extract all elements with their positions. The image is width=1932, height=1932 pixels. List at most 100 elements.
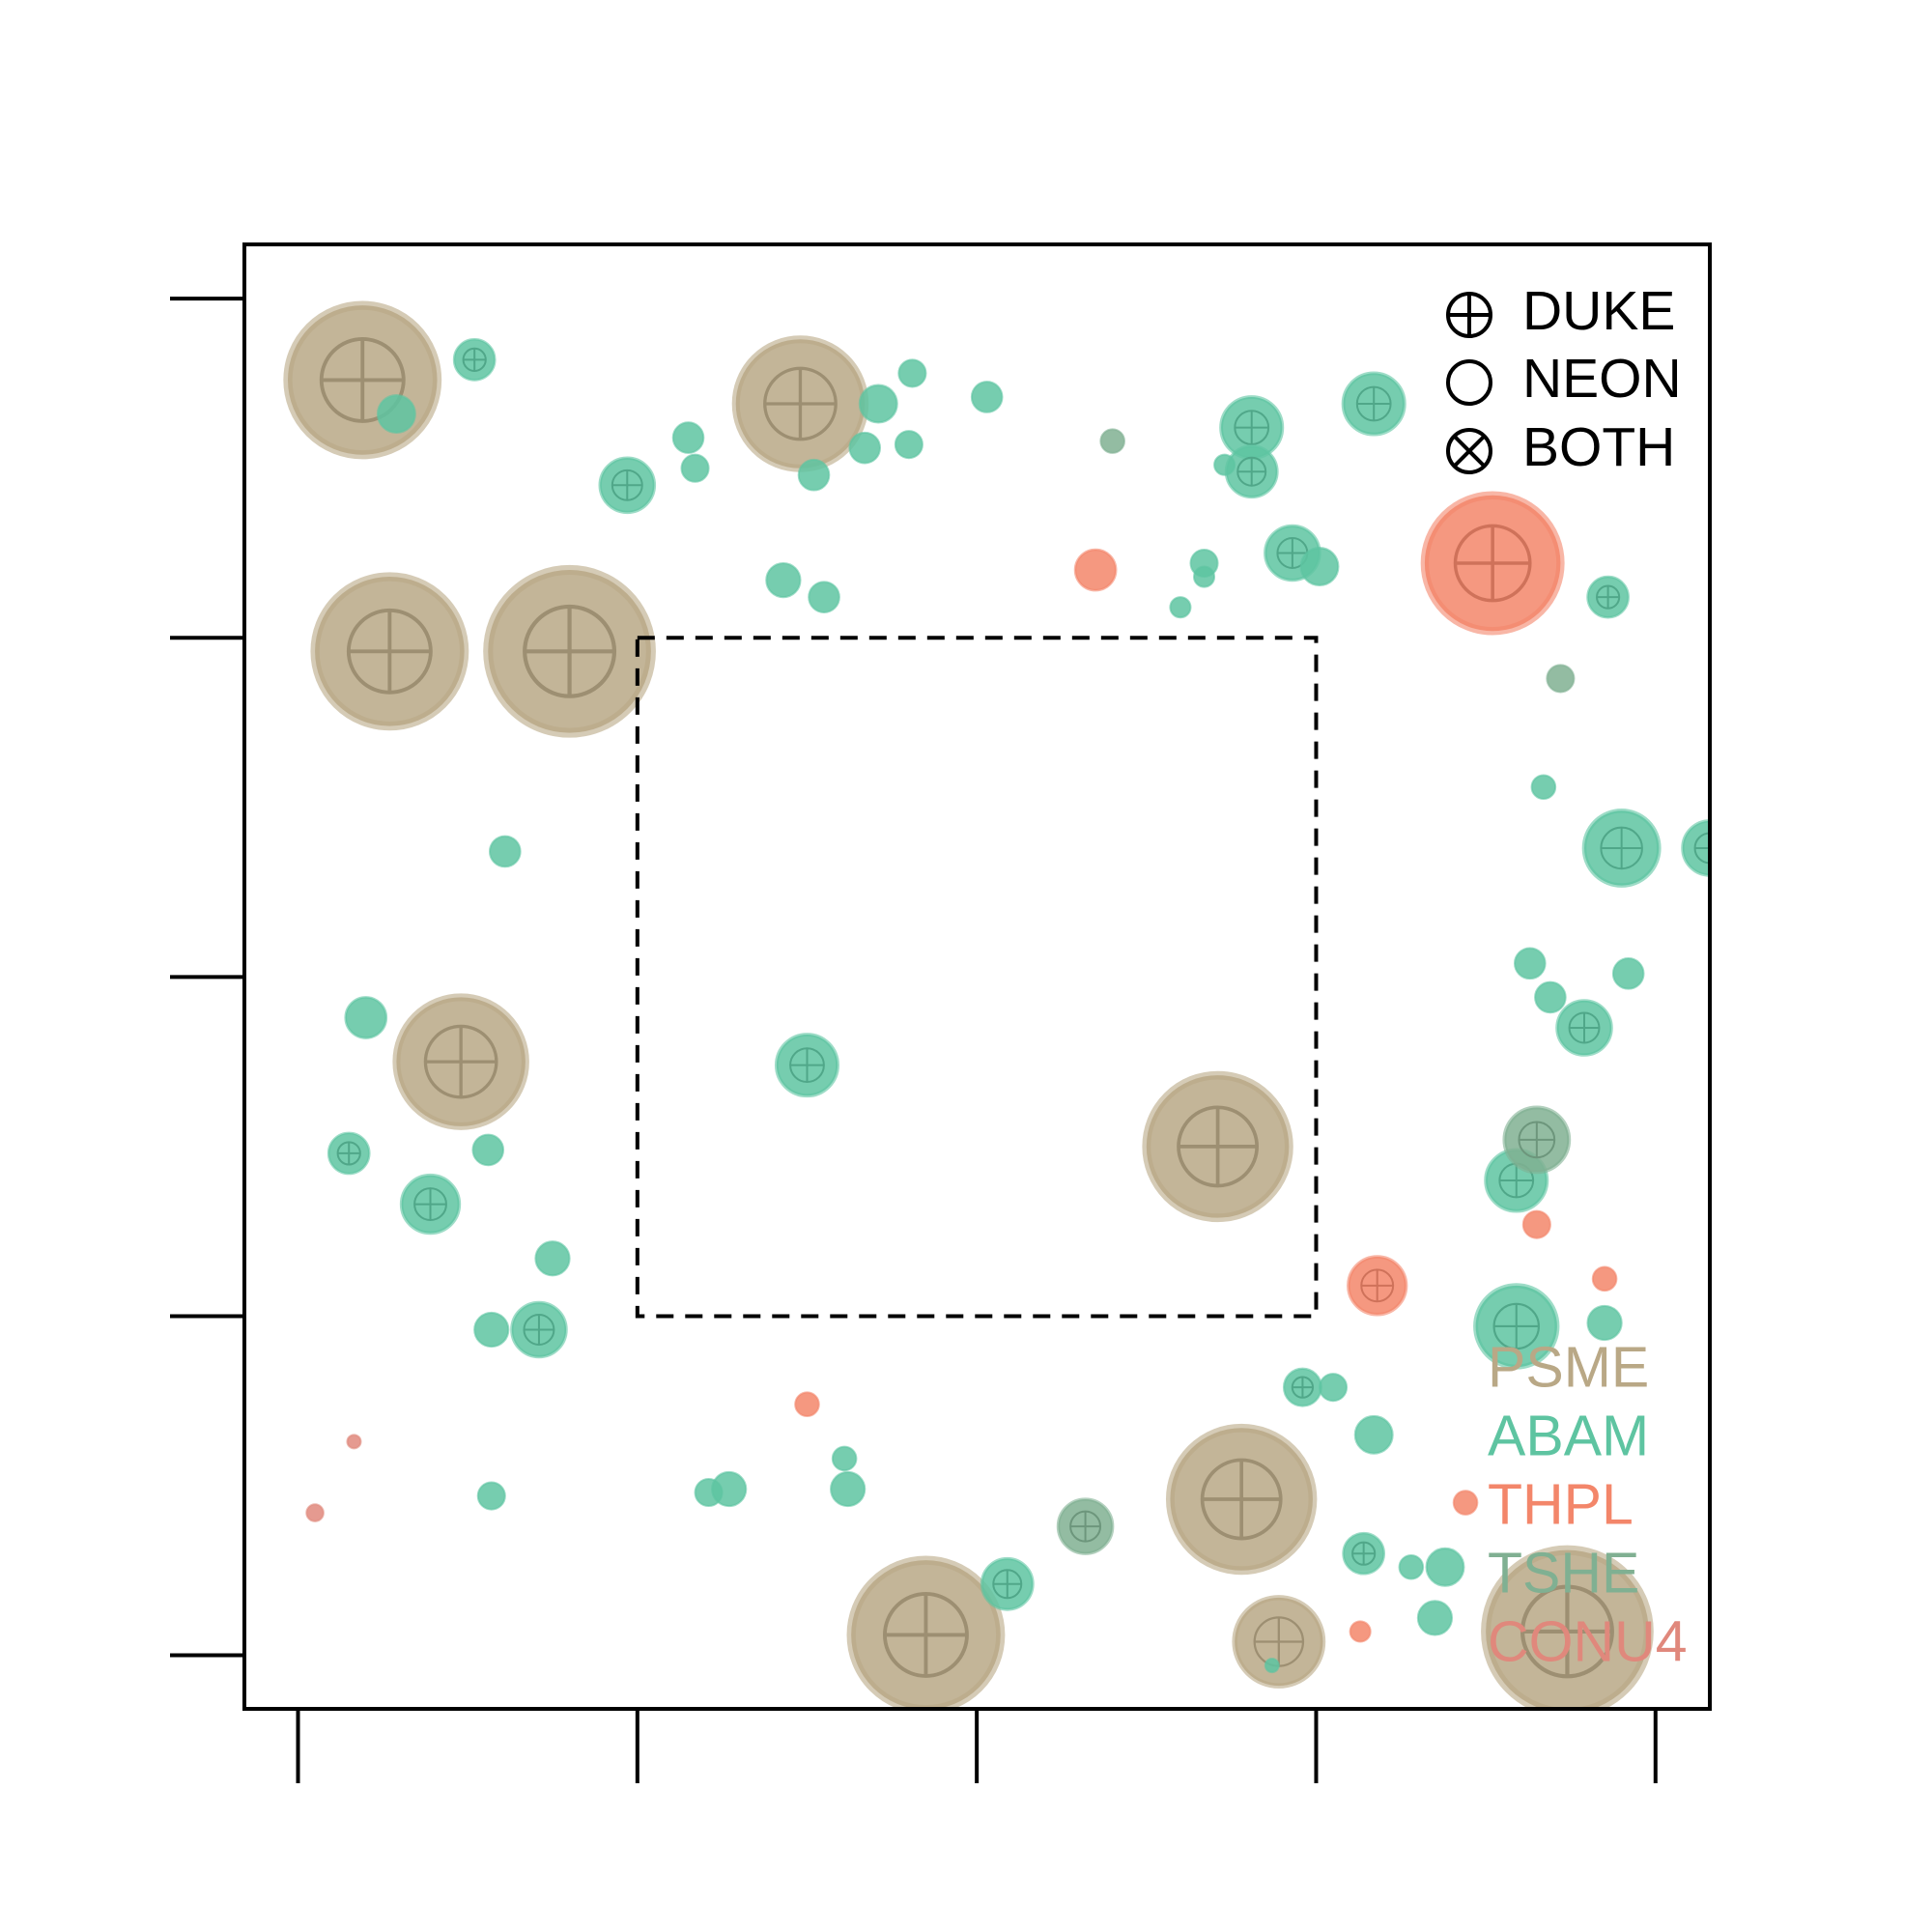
legend-label: ABAM (1488, 1405, 1649, 1468)
bubble (1581, 808, 1662, 888)
bubble (1232, 1595, 1326, 1689)
bubble-disc (1213, 453, 1236, 476)
bubble (310, 572, 469, 731)
bubble (1169, 596, 1192, 619)
bubble (346, 1434, 362, 1450)
bubble-disc (1349, 1620, 1372, 1643)
bubble (344, 996, 388, 1039)
legend-label: PSME (1488, 1336, 1649, 1400)
bubble (1213, 453, 1236, 476)
bubble-disc (1073, 548, 1118, 592)
bubble (305, 1503, 325, 1522)
bubble (489, 835, 522, 868)
bubble (510, 1300, 568, 1359)
bubble (1056, 1497, 1115, 1555)
bubble-disc (1452, 1490, 1479, 1516)
bubble (680, 453, 710, 483)
bubble (399, 1173, 462, 1236)
bubble-disc (489, 835, 522, 868)
bubble (830, 1470, 867, 1508)
bubble (897, 358, 927, 388)
bubble-disc (671, 421, 705, 454)
both-symbol (1446, 428, 1492, 474)
bubble (831, 1445, 858, 1472)
bubble-disc (858, 384, 898, 424)
bubble (1347, 1255, 1408, 1317)
bubble (797, 458, 831, 492)
bubble-disc (1521, 1209, 1551, 1239)
bubble (392, 993, 529, 1130)
bubble (1586, 1304, 1623, 1342)
bubble-disc (376, 394, 416, 435)
bubble (1341, 371, 1406, 437)
legend-label: THPL (1488, 1473, 1634, 1537)
bubble (283, 300, 442, 460)
both-symbol (1452, 434, 1487, 469)
bubble (1555, 999, 1613, 1057)
bubble (970, 381, 1004, 413)
bubble (327, 1131, 371, 1176)
bubble-disc (346, 1434, 362, 1450)
bubble-disc (1299, 547, 1340, 587)
bubble (848, 431, 882, 465)
bubble (1530, 774, 1557, 801)
bubble (1073, 548, 1118, 592)
bubble (534, 1240, 571, 1277)
bubble-disc (680, 453, 710, 483)
bubble-disc (1591, 1265, 1618, 1293)
bubble-disc (534, 1240, 571, 1277)
bubble (1282, 1367, 1322, 1407)
bubble (1481, 1545, 1654, 1709)
bubble (471, 1133, 505, 1167)
bubble-disc (897, 358, 927, 388)
bubble-disc (711, 1470, 748, 1508)
bubble-disc (1353, 1414, 1394, 1455)
bubble (1398, 1553, 1425, 1580)
bubble-disc (1416, 1600, 1454, 1636)
bubble (794, 1391, 820, 1418)
bubble-disc (808, 581, 840, 613)
bubble-disc (1398, 1553, 1425, 1580)
bubble (1591, 1265, 1618, 1293)
bubble (1219, 395, 1285, 461)
bubble-disc (1546, 664, 1576, 694)
bubble-disc (848, 431, 882, 465)
bubble (1534, 980, 1567, 1014)
bubble (476, 1481, 506, 1511)
bubble (858, 384, 898, 424)
bubble-disc (970, 381, 1004, 413)
bubble-disc (894, 430, 923, 460)
bubble-disc (476, 1481, 506, 1511)
bubble-disc (1318, 1373, 1349, 1403)
bubble (598, 456, 657, 515)
bubble (1546, 664, 1576, 694)
bubble (1165, 1423, 1318, 1576)
bubble (846, 1555, 1006, 1709)
bubble-disc (344, 996, 388, 1039)
bubble (711, 1470, 748, 1508)
bubble (1425, 1547, 1465, 1587)
shape-legend (1446, 292, 1492, 474)
bubble (1586, 575, 1630, 619)
bubble-disc (830, 1470, 867, 1508)
shape-legend-label: DUKE (1522, 280, 1675, 342)
bubble (1349, 1620, 1372, 1643)
bubble-disc (473, 1311, 510, 1349)
bubble (1473, 1283, 1560, 1370)
bubble-disc (1611, 957, 1645, 990)
bubble (376, 394, 416, 435)
bubble-disc (1264, 1658, 1280, 1674)
bubble (1513, 947, 1547, 980)
bubble (1299, 547, 1340, 587)
bubble (1099, 428, 1125, 454)
bubble (473, 1311, 510, 1349)
bubble (1611, 957, 1645, 990)
shape-legend-label: BOTH (1522, 416, 1675, 478)
bubble-disc (1586, 1304, 1623, 1342)
bubble (1224, 444, 1279, 499)
points (283, 300, 1710, 1709)
bubble-disc (1192, 565, 1216, 588)
bubble (1353, 1414, 1394, 1455)
bubble-disc (765, 561, 802, 599)
